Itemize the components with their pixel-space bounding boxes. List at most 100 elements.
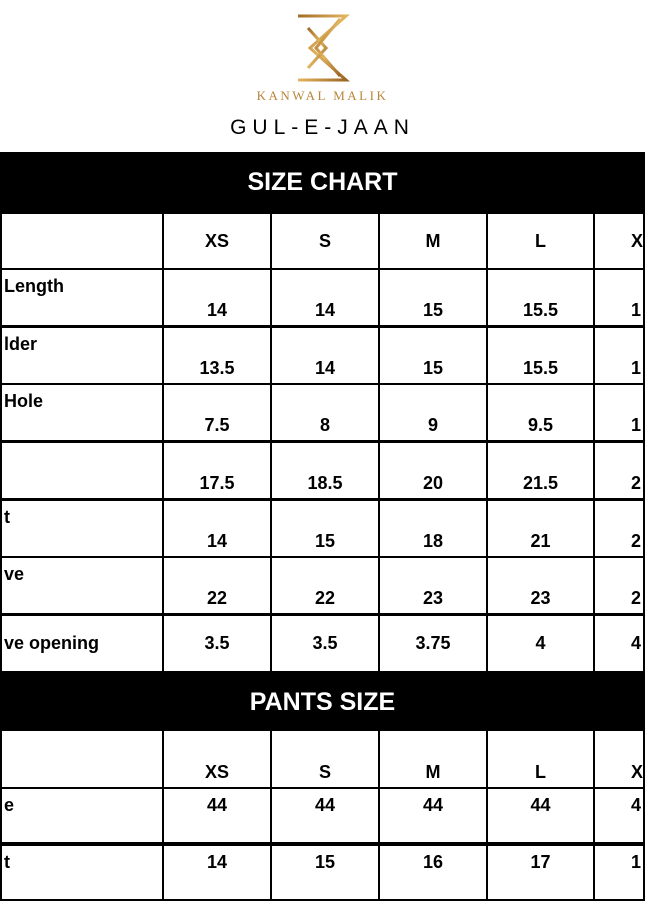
cell-text: 1 <box>631 358 642 378</box>
cell-text: S <box>318 230 331 251</box>
table-cell: 14 <box>270 326 380 385</box>
cell-text: 17.5 <box>199 473 235 493</box>
table-cell: 22 <box>270 556 380 615</box>
table-cell: 13.5 <box>162 326 272 385</box>
cell-text: ve <box>4 564 25 584</box>
cell-text: lder <box>4 334 38 354</box>
row-label: Hole <box>0 383 164 442</box>
table-cell: 15 <box>270 844 380 901</box>
table-cell: 4 <box>593 614 645 673</box>
table-cell: 14 <box>162 499 272 558</box>
kanwal-malik-logo <box>298 14 350 82</box>
size-chart-title: SIZE CHART <box>0 152 645 213</box>
cell-text: 8 <box>319 415 330 435</box>
cell-text: 14 <box>206 531 228 551</box>
cell-text: 16 <box>422 852 444 872</box>
table-cell: 15 <box>270 499 380 558</box>
cell-text: M <box>425 230 441 251</box>
table-cell: 15 <box>378 326 488 385</box>
cell-text: 21.5 <box>522 473 559 493</box>
table-cell: 20 <box>378 441 488 500</box>
column-header: M <box>378 212 488 270</box>
table-cell: 4 <box>486 614 595 673</box>
table-cell: 14 <box>162 844 272 901</box>
pants-size-title: PANTS SIZE <box>0 673 645 731</box>
cell-text: 7.5 <box>204 415 230 435</box>
cell-text: L <box>535 762 546 782</box>
table-cell: 14 <box>270 268 380 327</box>
table-cell: 4 <box>593 787 645 844</box>
cell-text: 15.5 <box>522 300 559 320</box>
table-cell: 14 <box>162 268 272 327</box>
cell-text: 13.5 <box>199 358 235 378</box>
column-header: L <box>486 212 595 270</box>
cell-text: 22 <box>206 588 228 608</box>
table-cell: 18.5 <box>270 441 380 500</box>
cell-text: 14 <box>314 358 336 378</box>
cell-text: 4 <box>535 633 546 653</box>
cell-text: 20 <box>422 473 444 493</box>
cell-text: 44 <box>530 795 551 815</box>
column-header: X <box>593 729 645 789</box>
column-header: S <box>270 729 380 789</box>
table-cell: 15 <box>378 268 488 327</box>
table-cell: 2 <box>593 441 645 500</box>
cell-text: 1 <box>631 300 642 320</box>
cell-text: 14 <box>314 300 336 320</box>
table-cell: 9.5 <box>486 383 595 442</box>
cell-text: 21 <box>530 531 551 551</box>
table-cell: 21 <box>486 499 595 558</box>
cell-text: XS <box>204 762 229 782</box>
column-header: M <box>378 729 488 789</box>
table-cell: 17.5 <box>162 441 272 500</box>
table-cell: 1 <box>593 383 645 442</box>
table-cell: 44 <box>486 787 595 844</box>
table-cell: 22 <box>162 556 272 615</box>
cell-text: 44 <box>314 795 336 815</box>
brand-name: KANWAL MALIK <box>256 88 389 103</box>
table-cell: 3.5 <box>270 614 380 673</box>
table-cell: 15.5 <box>486 326 595 385</box>
table-cell: 16 <box>378 844 488 901</box>
cell-text: 3.5 <box>312 633 338 653</box>
cell-text: 15 <box>314 531 336 551</box>
cell-text: 22 <box>314 588 336 608</box>
cell-text: 4 <box>631 795 642 815</box>
row-label: ve <box>0 556 164 615</box>
table-cell: 17 <box>486 844 595 901</box>
table-cell: 23 <box>378 556 488 615</box>
table-cell: 18 <box>378 499 488 558</box>
row-label <box>0 441 164 500</box>
table-cell: 44 <box>162 787 272 844</box>
row-label: t <box>0 499 164 558</box>
table-cell: 1 <box>593 268 645 327</box>
table-cell: 44 <box>270 787 380 844</box>
cell-text: 2 <box>631 473 642 493</box>
column-header: X <box>593 212 645 270</box>
table-cell: 1 <box>593 844 645 901</box>
cell-text: 4 <box>631 633 642 653</box>
cell-text: 3.5 <box>204 633 230 653</box>
column-header: L <box>486 729 595 789</box>
cell-text: 18.5 <box>307 473 343 493</box>
table-cell: 23 <box>486 556 595 615</box>
table-cell: 8 <box>270 383 380 442</box>
cell-text: 15.5 <box>522 358 559 378</box>
cell-text: L <box>535 230 546 251</box>
cell-text: 44 <box>422 795 444 815</box>
cell-text: XS <box>204 230 229 251</box>
cell-text: 9.5 <box>527 415 554 435</box>
cell-text: 2 <box>631 588 642 608</box>
row-label: t <box>0 844 164 901</box>
cell-text: Hole <box>4 391 44 411</box>
cell-text: 23 <box>530 588 551 608</box>
table-cell: 15.5 <box>486 268 595 327</box>
cell-text: M <box>425 762 441 782</box>
cell-text: 15 <box>314 852 336 872</box>
table-cell: 9 <box>378 383 488 442</box>
column-header: S <box>270 212 380 270</box>
cell-text: 14 <box>206 852 228 872</box>
cell-text: 17 <box>530 852 551 872</box>
cell-text: S <box>318 762 331 782</box>
table-cell: 44 <box>378 787 488 844</box>
